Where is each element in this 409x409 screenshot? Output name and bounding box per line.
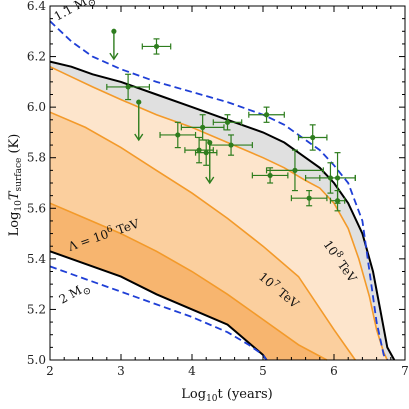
- data-marker: [153, 43, 160, 50]
- x-tick-label: 7: [401, 364, 409, 378]
- data-point: [141, 38, 172, 55]
- limit-arrowhead: [205, 176, 215, 185]
- data-marker: [175, 132, 181, 138]
- annotation-mass-high: 2 M⊙: [57, 279, 94, 310]
- y-axis-title: Log10Tsurface (K): [7, 134, 24, 237]
- limit-arrowhead: [109, 52, 119, 61]
- data-point: [180, 114, 225, 141]
- data-marker: [334, 198, 341, 204]
- data-marker: [334, 175, 341, 181]
- data-point: [251, 167, 289, 184]
- data-point: [248, 106, 285, 123]
- data-marker: [306, 195, 312, 201]
- data-point: [329, 189, 346, 212]
- band-light: [50, 66, 388, 360]
- y-tick-label: 6.2: [27, 50, 46, 64]
- data-marker: [267, 172, 273, 179]
- x-tick-label: 5: [259, 364, 267, 378]
- data-marker: [125, 84, 131, 90]
- data-marker: [200, 124, 206, 130]
- data-marker: [310, 134, 316, 141]
- curve-lambda-1e7: [49, 111, 356, 361]
- y-tick-label: 5.4: [27, 252, 46, 266]
- data-point: [106, 73, 150, 101]
- data-point: [159, 121, 197, 149]
- limit-marker: [136, 99, 142, 105]
- x-tick-label: 2: [46, 364, 54, 378]
- data-point: [194, 139, 218, 166]
- data-point: [265, 149, 324, 192]
- data-point: [212, 114, 243, 131]
- curve-lambda-1e6: [49, 202, 328, 361]
- x-tick-label: 3: [117, 364, 125, 378]
- x-tick-label: 6: [330, 364, 338, 378]
- shaded-bands: [50, 61, 395, 360]
- data-marker: [203, 150, 209, 156]
- data-point: [184, 136, 214, 164]
- x-axis-title: Log10t (years): [181, 387, 272, 404]
- curve-mass-low: [49, 20, 389, 361]
- y-tick-label: 5.2: [27, 302, 46, 316]
- annotation-mass-low: 1.1 M⊙: [52, 0, 99, 27]
- data-marker: [228, 142, 234, 148]
- limit-arrowhead: [134, 133, 144, 142]
- y-tick-label: 6.0: [27, 100, 46, 114]
- y-tick-label: 5.0: [27, 353, 46, 367]
- upper-limit: [109, 28, 119, 61]
- data-marker: [224, 119, 231, 125]
- axis-ticks: 2 3 4 5 6 7 5.0 5.2 5.4 5.6 5.8 6.0 6.2 6.4: [27, 0, 409, 378]
- limit-marker: [207, 139, 213, 146]
- data-point: [297, 124, 328, 151]
- y-tick-label: 6.4: [27, 0, 46, 13]
- y-tick-label: 5.6: [27, 201, 46, 215]
- data-marker: [292, 167, 298, 173]
- band-gray: [50, 61, 395, 360]
- y-tick-label: 5.8: [27, 151, 46, 165]
- upper-limit: [205, 139, 215, 185]
- band-mid: [50, 112, 356, 360]
- data-point: [290, 189, 328, 207]
- data-marker: [196, 147, 202, 153]
- x-tick-label: 4: [188, 364, 196, 378]
- curve-mass-high: [49, 265, 268, 361]
- observations: [106, 28, 356, 212]
- limit-marker: [111, 28, 117, 34]
- data-marker: [263, 112, 270, 118]
- band-dark: [50, 203, 327, 360]
- upper-limit: [134, 99, 144, 142]
